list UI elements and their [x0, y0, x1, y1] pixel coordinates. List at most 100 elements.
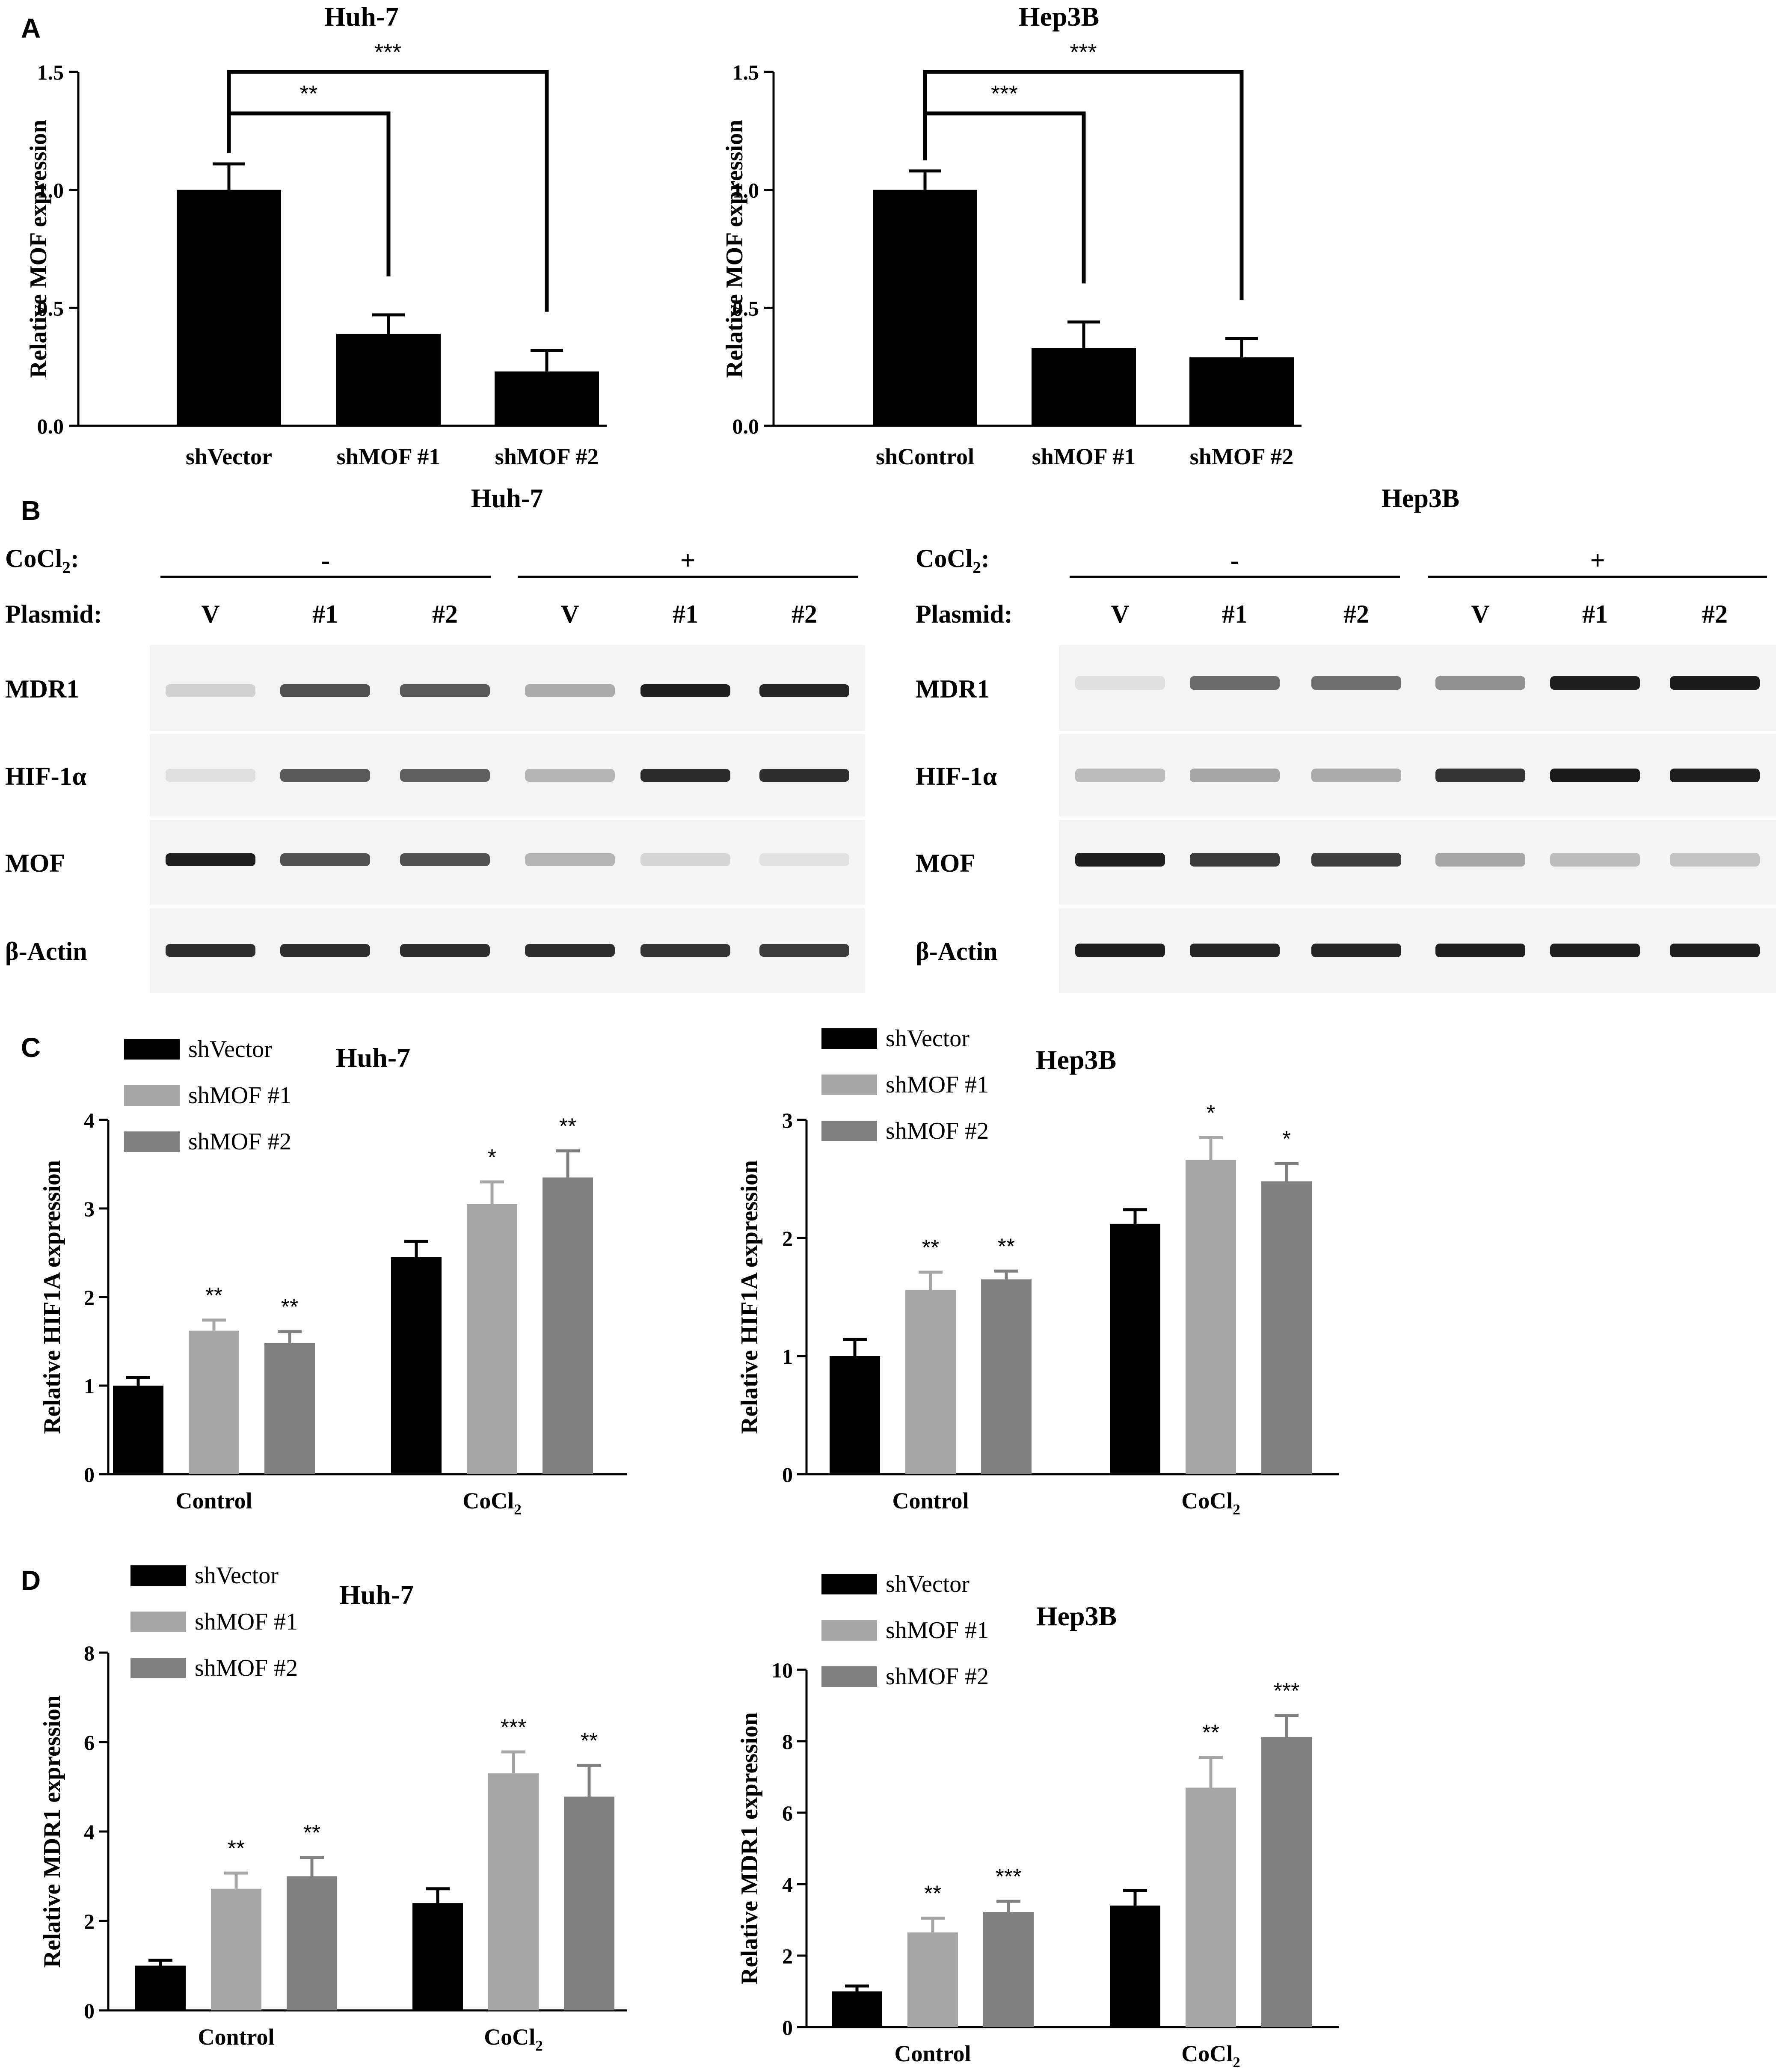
y-tick-label: 2: [782, 1944, 793, 1968]
y-tick-label: 0: [782, 2016, 793, 2039]
protein-band: [400, 769, 490, 782]
x-tick-label-subscript: 2: [535, 2037, 543, 2054]
protein-band: [166, 769, 255, 782]
y-tick-label: 0: [84, 1463, 95, 1487]
cocl2-row-label-base: CoCl: [5, 544, 62, 573]
lane-label: #1: [1222, 600, 1248, 628]
protein-band: [1190, 676, 1280, 690]
blot-strip: [1059, 820, 1776, 905]
bar: [467, 1204, 517, 1474]
y-axis-label: Relative MDR1 expression: [39, 1695, 65, 1968]
significance-label: **: [1202, 1721, 1219, 1745]
panel-label-b: B: [21, 495, 41, 526]
treatment-group-label: +: [680, 546, 695, 575]
protein-band: [1190, 769, 1280, 782]
chart-a-huh7: Huh-7 Relative MOF expression 0.0 0.5 1.0 1.5…: [25, 1, 607, 469]
blot-title: Huh-7: [471, 484, 543, 513]
x-tick-label: shMOF #2: [495, 444, 599, 469]
protein-band: [1550, 676, 1640, 690]
significance-label: *: [1282, 1127, 1291, 1152]
lane-label: V: [1111, 600, 1129, 628]
significance-label: **: [281, 1295, 298, 1320]
chart-title: Hep3B: [1019, 1, 1099, 32]
protein-band: [525, 944, 615, 957]
significance-label: ***: [991, 81, 1018, 107]
bar: [336, 333, 441, 426]
significance-label: **: [205, 1283, 222, 1308]
chart-title: Huh-7: [336, 1042, 410, 1073]
chart-title: Hep3B: [1036, 1045, 1116, 1075]
y-tick-label: 6: [782, 1801, 793, 1825]
legend-label: shVector: [886, 1571, 970, 1597]
protein-label: β-Actin: [916, 937, 998, 965]
protein-band: [1075, 944, 1165, 957]
legend-swatch: [130, 1612, 186, 1632]
protein-label: HIF-1α: [916, 762, 997, 790]
y-tick-label: 1.5: [732, 60, 759, 84]
protein-band: [1550, 944, 1640, 957]
treatment-group-label: +: [1590, 546, 1605, 575]
x-tick-label-subscript: 2: [514, 1501, 522, 1518]
protein-band: [166, 684, 255, 697]
x-tick-label: CoCl2: [463, 1488, 522, 1518]
legend-label: shVector: [188, 1036, 272, 1063]
protein-band: [525, 853, 615, 866]
y-axis-label: Relative MDR1 expression: [736, 1712, 763, 1985]
significance-label: *: [1207, 1101, 1215, 1125]
y-tick-label: 2: [84, 1285, 95, 1309]
protein-band: [1311, 853, 1401, 867]
significance-label: ***: [501, 1715, 527, 1740]
legend-label: shMOF #1: [188, 1082, 291, 1109]
lane-label: V: [560, 600, 579, 628]
significance-label: **: [922, 1235, 939, 1260]
x-tick-label-base: CoCl: [1181, 2041, 1233, 2066]
protein-band: [400, 853, 490, 866]
western-blot-hep3b: Hep3B CoCl2: Plasmid: - + V #1 #2 V #1 #2 MDR1 HIF-1…: [916, 484, 1776, 993]
protein-band: [1550, 853, 1640, 867]
protein-band: [1190, 853, 1280, 867]
protein-label: MDR1: [5, 675, 79, 703]
bar: [1261, 1737, 1312, 2027]
lane-label: #2: [1343, 600, 1369, 628]
protein-band: [1075, 676, 1165, 690]
protein-band: [280, 853, 370, 866]
significance-label: **: [924, 1881, 941, 1906]
blot-strip: [150, 645, 865, 731]
protein-band: [400, 684, 490, 697]
legend-label: shVector: [886, 1025, 970, 1052]
protein-band: [166, 944, 255, 957]
x-tick-label: Control: [892, 1488, 969, 1514]
y-tick-label: 0.0: [732, 414, 759, 438]
blot-strip: [150, 908, 865, 993]
significance-label: **: [559, 1114, 576, 1139]
protein-band: [759, 769, 849, 782]
chart-c-huh7: Huh-7 Relative HIF1A expression 0 1 2 3 4 shVec…: [39, 1036, 627, 1518]
significance-label: **: [228, 1836, 245, 1861]
cocl2-row-label: CoCl2:: [5, 544, 79, 577]
bar: [189, 1330, 239, 1474]
legend-label: shMOF #2: [886, 1118, 989, 1144]
bar: [211, 1888, 261, 2010]
x-tick-label: Control: [894, 2041, 971, 2066]
lane-label: #1: [312, 600, 338, 628]
lane-label: #2: [792, 600, 817, 628]
significance-bracket: [923, 70, 1244, 300]
bar: [391, 1257, 442, 1474]
significance-label: ***: [1070, 39, 1097, 65]
protein-band: [640, 944, 730, 957]
chart-c-hep3b: Hep3B Relative HIF1A expression 0 1 2 3 shVect…: [736, 1025, 1339, 1518]
lane-label: #2: [1702, 600, 1728, 628]
y-tick-label: 0.5: [37, 296, 64, 320]
x-tick-label: CoCl2: [484, 2024, 543, 2054]
y-tick-label: 2: [782, 1226, 793, 1250]
protein-label: β-Actin: [5, 937, 87, 965]
protein-band: [525, 769, 615, 782]
bar: [1261, 1181, 1312, 1474]
protein-band: [640, 769, 730, 782]
y-tick-label: 4: [782, 1873, 793, 1897]
protein-band: [1075, 853, 1165, 867]
cocl2-row-label-base: CoCl: [916, 544, 973, 573]
bar: [830, 1356, 880, 1474]
significance-label: **: [303, 1821, 320, 1846]
protein-band: [1670, 676, 1760, 690]
